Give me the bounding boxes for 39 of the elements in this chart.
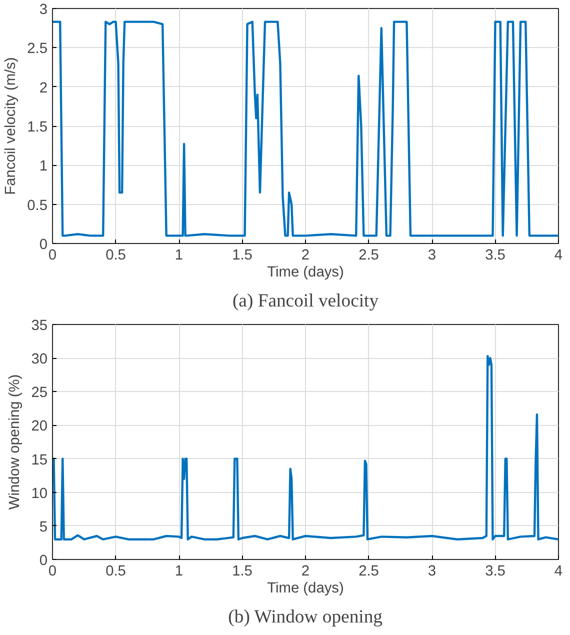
y-tick-label: 15 (31, 452, 48, 468)
x-axis-title: Time (days) (267, 264, 344, 280)
y-tick-label: 2 (39, 80, 48, 96)
y-axis-title: Window opening (%) (7, 374, 24, 510)
line-series (52, 354, 558, 540)
x-axis-title: Time (days) (267, 580, 344, 596)
x-tick-label: 2 (301, 248, 310, 264)
y-tick-label: 0 (39, 237, 48, 253)
y-tick-label: 20 (31, 418, 48, 435)
line-series (52, 20, 558, 237)
y-tick-label: 0 (39, 553, 48, 569)
x-tick-label: 3.5 (485, 248, 506, 264)
x-tick-label: 2.5 (358, 564, 379, 580)
y-axis-title: Fancoil velocity (m/s) (3, 57, 20, 195)
y-tick-label: 2.5 (27, 41, 48, 58)
x-tick-label: 1.5 (232, 564, 252, 580)
y-tick-label: 1 (39, 158, 48, 175)
x-tick-label: 1 (174, 564, 184, 580)
y-tick-label: 1.5 (27, 120, 48, 136)
x-tick-label: 2.5 (358, 248, 379, 264)
x-tick-label: 1 (174, 248, 184, 264)
x-tick-label: 3.5 (485, 564, 506, 580)
x-tick-label: 0.5 (106, 248, 126, 264)
y-tick-label: 5 (39, 519, 48, 536)
y-tick-label: 3 (39, 2, 48, 18)
x-tick-label: 2 (301, 564, 310, 580)
y-tick-label: 25 (31, 385, 48, 402)
text: (b) Window opening (228, 606, 383, 628)
x-tick-label: 4 (554, 564, 563, 580)
x-tick-label: 4 (554, 248, 563, 264)
y-tick-label: 30 (31, 352, 48, 368)
y-tick-label: 10 (31, 486, 48, 502)
x-tick-label: 0.5 (106, 564, 126, 580)
text: (a) Fancoil velocity (232, 290, 380, 312)
x-tick-label: 3 (428, 248, 436, 264)
x-tick-label: 1.5 (232, 248, 252, 264)
y-tick-label: 35 (31, 318, 48, 334)
x-tick-label: 3 (428, 564, 436, 580)
y-tick-label: 0.5 (27, 198, 48, 214)
